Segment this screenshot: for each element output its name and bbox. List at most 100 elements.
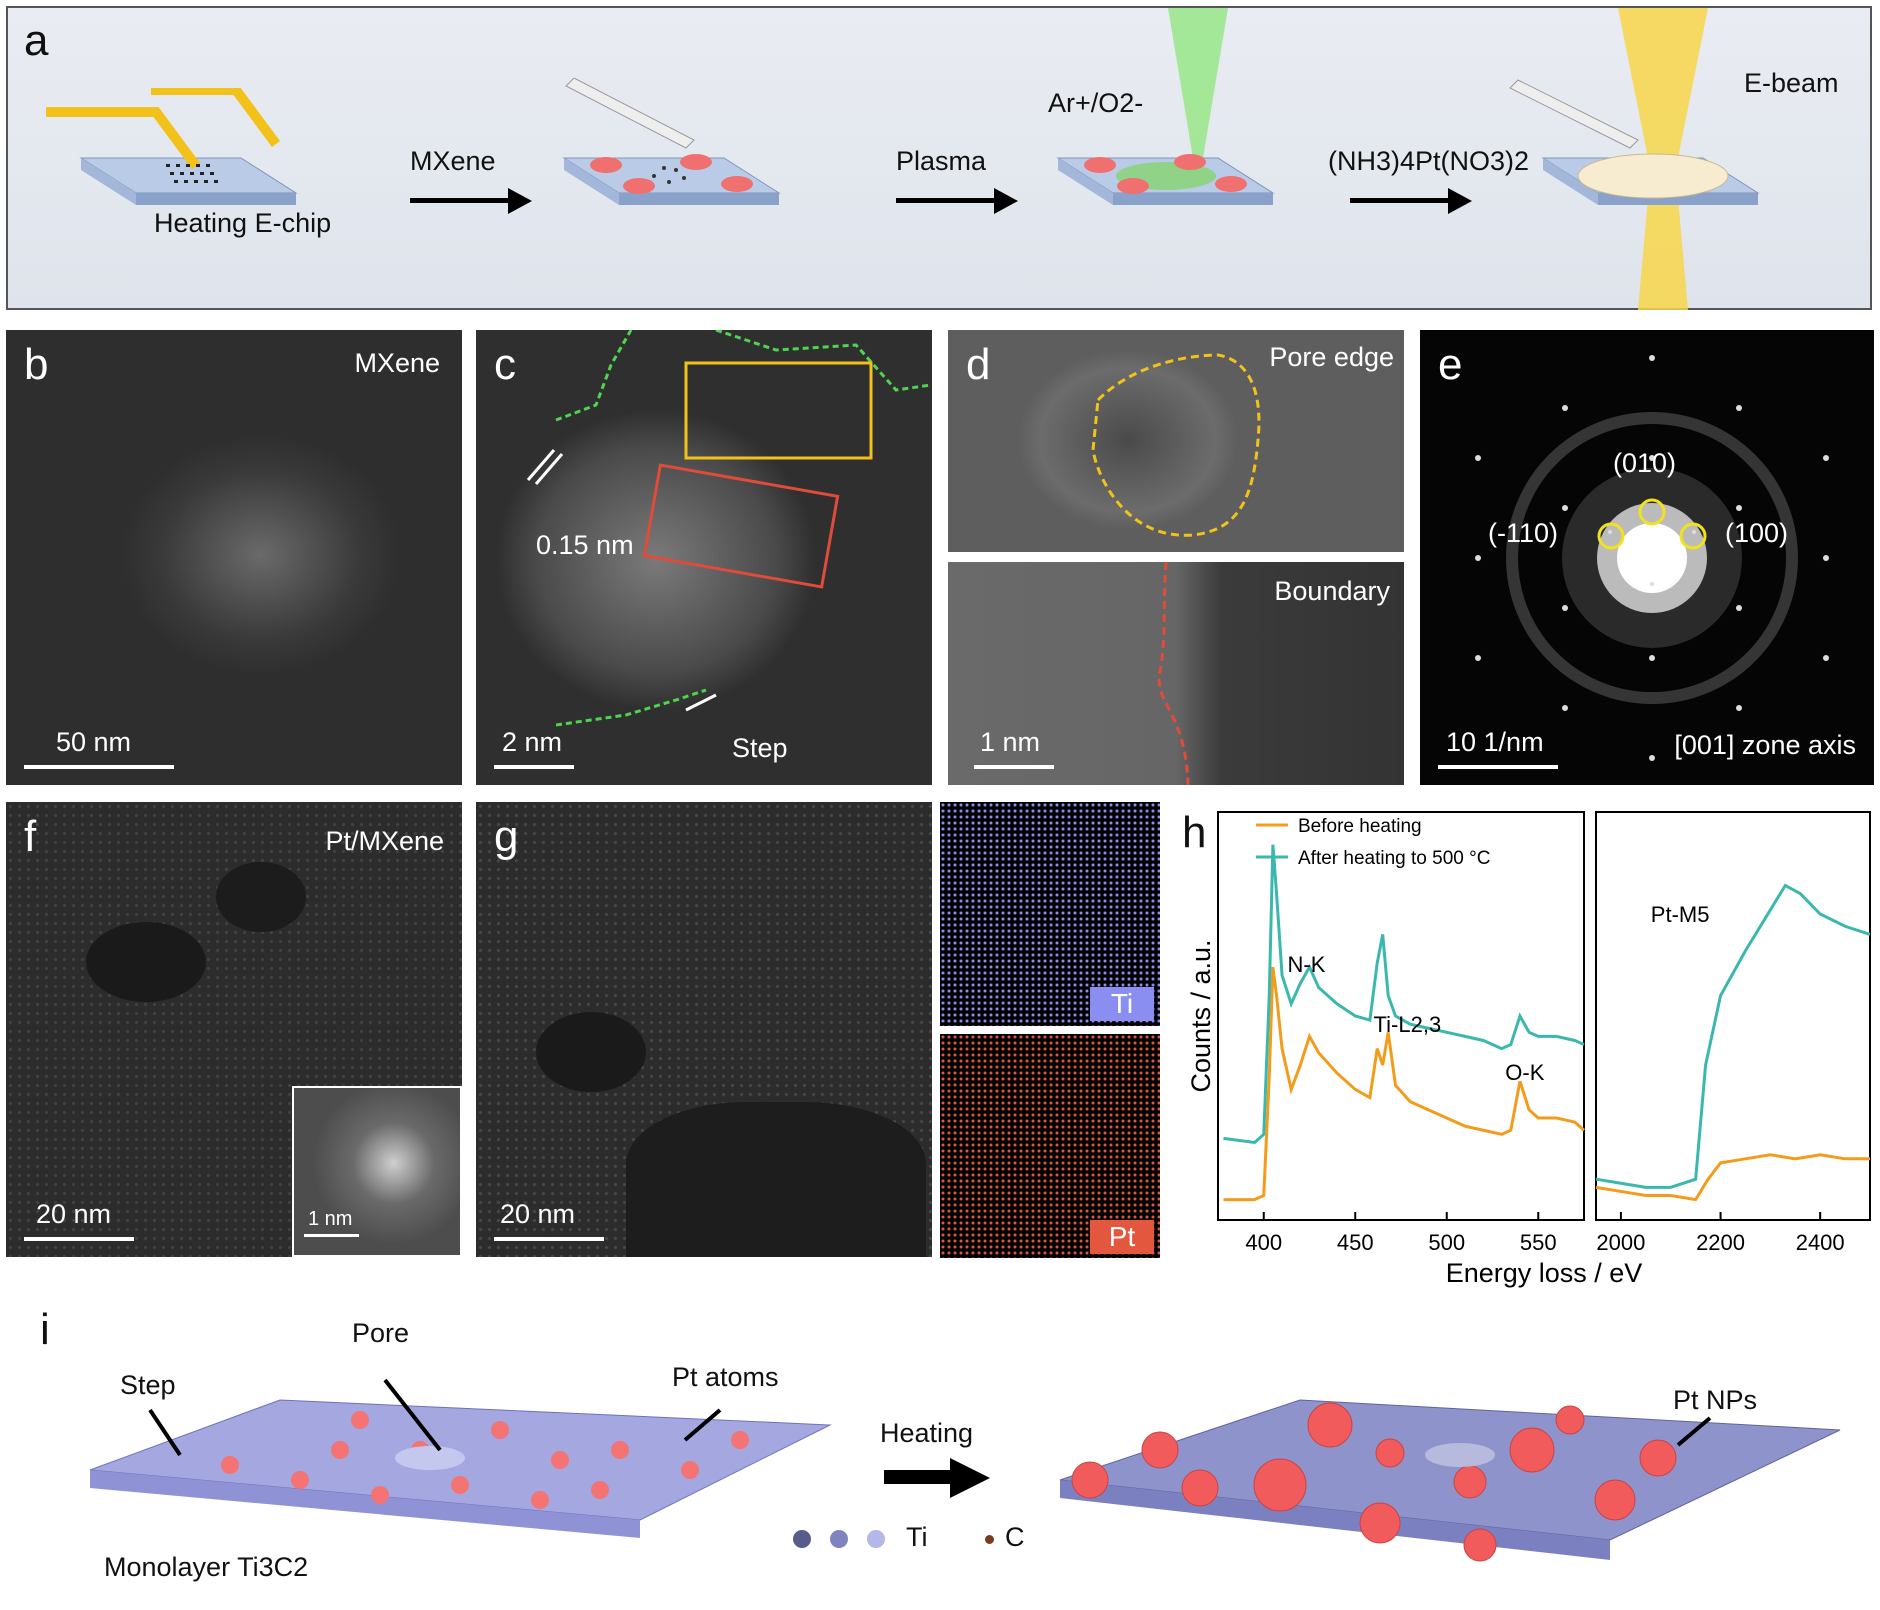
ebeam-label: E-beam [1744,68,1839,98]
series-line-before-heating [1223,966,1585,1202]
panel-d-boundary-image: Boundary 1 nm [948,562,1404,785]
arrow-plasma [896,198,996,203]
x-tick-label: 500 [1428,1230,1465,1255]
panel-f-scale-label: 20 nm [36,1199,112,1229]
monolayer-label: Monolayer Ti3C2 [104,1552,309,1582]
x-tick-label: 550 [1520,1230,1557,1255]
annotation-pt-m5: Pt-M5 [1651,902,1710,927]
panel-letter-i: i [40,1305,50,1354]
dark-pore-region [216,862,306,932]
panel-d-top-title: Pore edge [1269,342,1394,372]
eds-map-ti-label: Ti [1090,987,1154,1021]
panel-d-scale-label: 1 nm [980,727,1041,757]
panel-e-scale-label: 10 1/nm [1446,727,1544,757]
mxene-deposition-illustration [562,78,781,205]
pore-edge-outline [1091,353,1261,537]
x-tick-label: 450 [1337,1230,1374,1255]
chart-frame [1217,811,1585,1221]
series-line-before-heating [1595,1153,1870,1202]
step-label-mxene: MXene [410,146,496,176]
legend-c-label: C [1005,1522,1025,1552]
arrow-head-mxene [508,188,532,214]
zone-axis-label: [001] zone axis [1674,730,1856,760]
pt-nps-label: Pt NPs [1673,1385,1758,1415]
annotation-o-k: O-K [1505,1060,1544,1085]
panel-letter-c: c [494,340,516,389]
annotation-n-k: N-K [1288,952,1326,977]
panel-f-haadf-image: f Pt/MXene 20 nm 1 nm [6,802,462,1257]
panel-letter-d: d [966,340,991,389]
legend-ti-label: Ti [906,1522,928,1552]
pore-label: Pore [352,1318,410,1348]
legend-label: After heating to 500 °C [1298,848,1490,869]
panel-c-scale-bar [494,765,574,769]
panel-b-tem-image: b MXene 50 nm [6,330,462,785]
x-tick-label: 2200 [1696,1230,1745,1255]
panel-letter-g: g [494,812,519,861]
arrow-mxene [410,198,510,203]
arrow-precursor [1350,198,1450,203]
eds-map-ti: Ti [940,802,1160,1026]
x-axis-label: Energy loss / eV [1446,1258,1643,1288]
ti-atom-icon [867,1530,885,1548]
heating-arrow-label: Heating [880,1418,974,1448]
panel-c-hrtem-image: c 0.15 nm Step 2 nm [476,330,932,785]
panel-g-scale-bar [494,1237,604,1241]
panel-g-scale-label: 20 nm [500,1199,576,1229]
step-label-precursor: (NH3)4Pt(NO3)2 [1328,146,1530,176]
dark-pore-region [626,1102,926,1257]
heating-arrow-shaft [884,1470,954,1484]
panel-d-bottom-title: Boundary [1274,576,1390,606]
annotation-ti-l23: Ti-L2,3 [1374,1012,1442,1037]
panel-f-scale-bar [24,1237,134,1241]
step-label: Step [120,1370,176,1400]
panel-h-eels-chart: 400 450 500 550 2000 2200 2400 N-K Ti-L2,3 O-K Pt-… [1186,811,1871,1288]
boundary-line [1157,562,1190,785]
panel-b-scale-bar [24,765,174,769]
arrow-head-precursor [1448,188,1472,214]
x-tick-label: 2400 [1796,1230,1845,1255]
panel-letter-h: h [1182,808,1207,857]
spot-label-m110: (-110) [1488,518,1559,548]
legend-label: Before heating [1298,816,1422,837]
dark-pore-region [86,922,206,1002]
c-atom-icon [985,1535,994,1544]
diffraction-spots [1475,355,1829,761]
monolayer-ti3c2-pt-nps-model [1059,1399,1841,1562]
pt-atoms-label: Pt atoms [672,1362,779,1392]
eds-map-pt: Pt [940,1034,1160,1258]
heating-echip-label: Heating E-chip [154,208,332,238]
heating-echip-illustration [46,88,298,205]
chart-frame [1595,811,1871,1221]
panel-e-scale-bar [1438,765,1558,769]
ti-atom-icon [830,1530,848,1548]
panel-letter-a: a [24,16,49,65]
eds-map-pt-label: Pt [1090,1220,1154,1254]
heating-arrow-head [950,1458,990,1498]
arrow-head-plasma [994,188,1018,214]
lattice-spacing-label: 0.15 nm [536,530,634,560]
x-tick-label: 400 [1245,1230,1282,1255]
dark-pore-region [536,1012,646,1092]
plasma-treatment-illustration [1056,8,1275,205]
panel-c-overlay [526,330,932,727]
x-tick-label: 2000 [1596,1230,1645,1255]
panel-f-inset-image: 1 nm [292,1086,462,1257]
inset-scale-label: 1 nm [308,1208,353,1230]
panel-b-title: MXene [354,348,440,378]
plasma-ion-label: Ar+/O2- [1048,88,1144,118]
monolayer-ti3c2-pt-atoms-model [89,1378,832,1538]
panel-d-pore-edge-image: d Pore edge [948,330,1404,552]
panel-g-haadf-image: g 20 nm [476,802,932,1257]
inset-scale-bar [304,1234,359,1237]
panel-b-scale-label: 50 nm [56,727,132,757]
spot-label-100: (100) [1725,518,1789,548]
series-line-after-heating [1223,844,1585,1145]
step-label-plasma: Plasma [896,146,987,176]
panel-a-schematic: a Heating E-chip MXene Plasma [6,6,1872,310]
step-annotation: Step [732,733,788,763]
spot-label-010: (010) [1613,448,1677,478]
panel-letter-f: f [24,812,37,861]
panel-letter-b: b [24,340,49,389]
panel-e-diffraction-pattern: e (010) (-110) (100) 10 1/nm [001] zone … [1420,330,1874,785]
